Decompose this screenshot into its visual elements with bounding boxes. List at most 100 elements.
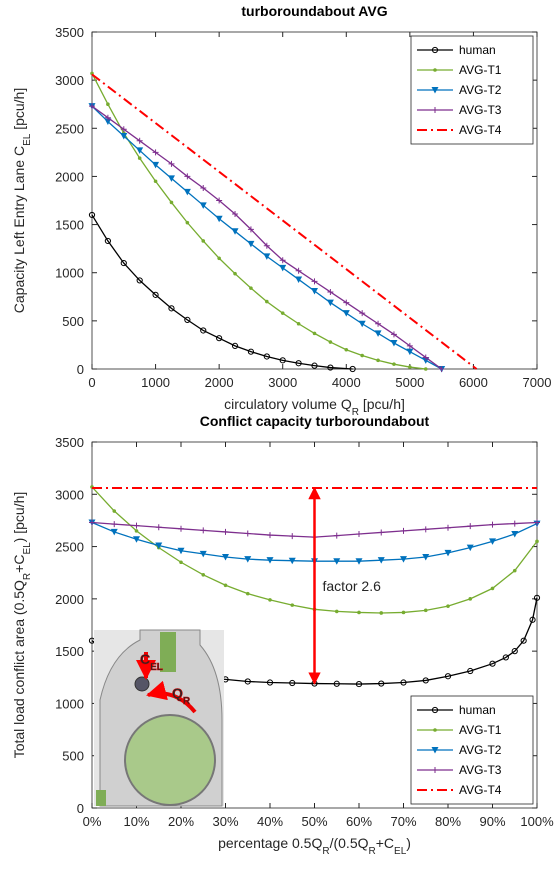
marker [431, 87, 439, 94]
y-tick-label: 3500 [55, 435, 84, 450]
legend-label: AVG-T1 [459, 63, 502, 77]
marker [360, 353, 364, 358]
marker [375, 320, 382, 327]
marker [502, 654, 509, 661]
marker [201, 573, 206, 577]
marker [184, 316, 191, 323]
marker [296, 321, 301, 326]
marker [266, 557, 274, 564]
marker [529, 616, 536, 623]
marker [231, 228, 239, 235]
marker [533, 594, 541, 601]
marker [467, 667, 474, 675]
marker [247, 226, 254, 233]
marker [155, 542, 163, 550]
y-axis-label-part: Total load conflict area (0.5Q [11, 580, 27, 758]
marker [111, 521, 118, 528]
marker [199, 202, 207, 209]
marker [223, 583, 228, 588]
marker [446, 604, 450, 608]
marker [408, 365, 412, 369]
marker [378, 529, 385, 536]
marker [104, 114, 111, 121]
y-axis-label-part: Capacity Left Entry Lane C [11, 146, 27, 313]
marker [431, 747, 439, 754]
marker [400, 679, 407, 686]
y-tick-label: 2500 [55, 121, 84, 136]
marker [422, 526, 429, 533]
marker [392, 362, 396, 366]
marker [333, 532, 340, 539]
marker [431, 46, 439, 54]
marker [534, 519, 540, 526]
marker [263, 353, 270, 360]
marker [422, 554, 430, 561]
marker [232, 210, 239, 217]
x-tick-label: 10% [123, 814, 149, 829]
marker [374, 330, 382, 337]
marker [333, 680, 340, 687]
x-axis-label-part: EL [394, 846, 407, 857]
marker [334, 609, 339, 614]
marker [379, 611, 384, 615]
marker [295, 276, 303, 283]
marker [112, 509, 117, 513]
marker [201, 239, 206, 243]
inset-label-part: R [183, 696, 191, 707]
x-tick-label: 0% [83, 814, 102, 829]
y-tick-label: 0 [77, 362, 84, 377]
marker [104, 118, 112, 126]
marker [200, 527, 207, 534]
marker [433, 68, 437, 72]
marker [216, 197, 223, 204]
annotation-text: factor 2.6 [323, 578, 382, 594]
x-tick-label: 100% [520, 814, 554, 829]
marker [326, 299, 334, 307]
marker [355, 558, 363, 565]
chart-title: Conflict capacity turboroundabout [200, 413, 430, 429]
inset-arrow-q [146, 680, 197, 714]
marker [406, 342, 413, 349]
y-tick-label: 3500 [55, 25, 84, 40]
marker [295, 267, 302, 274]
marker [468, 597, 473, 601]
marker [327, 364, 334, 371]
marker [120, 126, 127, 133]
marker [279, 357, 286, 364]
marker [312, 331, 317, 336]
x-tick-label: 50% [301, 814, 327, 829]
marker [289, 679, 296, 687]
x-axis-label-part: /(0.5Q [330, 835, 369, 851]
marker [134, 529, 139, 533]
marker [137, 156, 142, 160]
marker [489, 660, 496, 667]
marker [467, 523, 474, 530]
marker [280, 311, 285, 315]
marker [357, 610, 361, 615]
marker [359, 310, 366, 317]
x-axis-label-part: +C [376, 835, 394, 851]
marker [199, 550, 207, 558]
marker [222, 528, 229, 535]
marker [216, 335, 223, 342]
marker [349, 365, 356, 373]
legend-label: AVG-T4 [459, 783, 502, 797]
legend-label: AVG-T1 [459, 723, 502, 737]
marker [511, 531, 519, 538]
y-tick-label: 500 [62, 749, 84, 764]
x-tick-label: 1000 [141, 375, 170, 390]
marker [422, 354, 429, 361]
marker [244, 530, 251, 537]
legend-label: AVG-T2 [459, 743, 502, 757]
marker [89, 519, 95, 526]
inset-label-part: EL [150, 662, 163, 673]
marker [153, 179, 158, 184]
x-tick-label: 30% [212, 814, 238, 829]
marker [512, 568, 517, 573]
marker [444, 549, 452, 557]
marker [489, 538, 496, 545]
marker [155, 524, 162, 531]
marker [133, 536, 140, 543]
y-tick-label: 3000 [55, 73, 84, 88]
